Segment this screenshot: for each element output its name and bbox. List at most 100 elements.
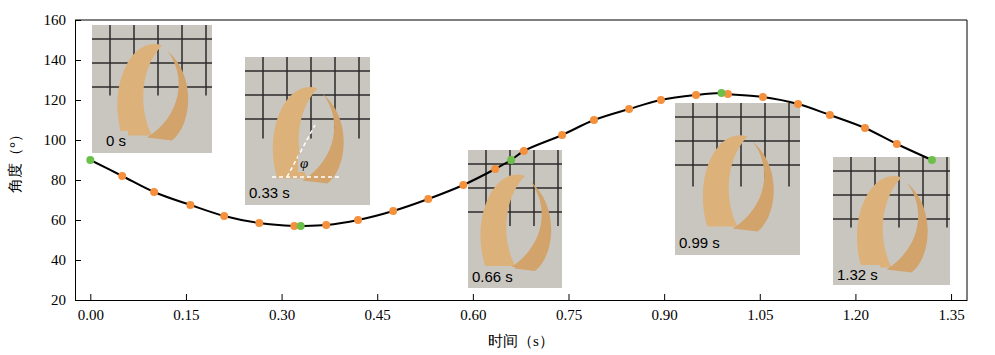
tick-mark [282,294,283,300]
tick-label: 160 [44,12,67,28]
inset-sample [733,142,774,232]
tick: 0.15 [173,294,199,323]
inset-grid [675,116,800,118]
tick-mark [75,140,81,141]
tick-label: 1.05 [747,307,773,323]
inset-sample [887,182,928,272]
point [150,188,158,196]
point [255,219,263,227]
tick: 100 [44,132,82,148]
tick-label: 1.35 [938,307,964,323]
tick-mark [75,100,81,101]
inset-grid [109,25,111,95]
inset-grid [358,57,360,138]
point [322,221,330,229]
inset-sample [857,176,901,267]
tick: 0.00 [78,294,104,323]
tick-mark [75,180,81,181]
tick-label: 80 [51,172,66,188]
tick: 120 [44,92,82,108]
point [491,165,499,173]
tick: 60 [51,212,81,228]
inset-grid [262,57,264,138]
point [186,201,194,209]
tick-label: 60 [51,212,66,228]
point [389,207,397,215]
tick-label: 40 [51,252,66,268]
tick: 160 [44,12,82,28]
tick-label: 0.90 [652,307,678,323]
frame-right [967,20,968,300]
tick-label: 0.45 [365,307,391,323]
point [459,181,467,189]
annotations: 0 s0.33 s0.66 s0.99 s1.32 sφ [104,131,880,286]
point [861,124,869,132]
annotation: φ [300,155,308,171]
annotation: 0 s [106,132,126,149]
inset-background [92,25,212,153]
x-axis-line [76,300,968,301]
inset-grid [310,57,312,138]
inset-sample [703,135,747,226]
annotation-patch [677,233,722,252]
insets [92,25,950,288]
inset-grid [833,194,950,196]
inset-grid [205,25,207,95]
tick-label: 1.20 [843,307,869,323]
tick: 0.30 [269,294,295,323]
tick: 80 [51,172,81,188]
tick: 0.75 [556,294,582,323]
inset-photo [833,157,950,285]
tick: 1.20 [843,294,869,323]
inset-grid [692,103,694,187]
annotation-patch [104,131,128,150]
annotation-patch [835,265,880,284]
inset-background [833,157,950,285]
inset-grid [245,70,370,72]
angle-guide [272,176,340,178]
inset-photo [468,150,562,288]
point [625,105,633,113]
annotation-patch [298,154,310,172]
tick-mark [951,294,952,300]
inset-grid [833,218,950,220]
point [118,172,126,180]
inset-background [245,57,370,205]
y-axis: 20406080100120140160 [44,12,82,308]
tick-label: 0.15 [173,307,199,323]
inset-sample [273,87,317,178]
tick-mark [569,294,570,300]
point [86,156,94,164]
inset-grid [788,103,790,187]
tick-label: 0.30 [269,307,295,323]
tick-label: 0.00 [78,307,104,323]
tick-mark [75,300,81,301]
inset-sample [481,175,525,266]
inset-photo [245,57,370,205]
tick: 140 [44,52,82,68]
annotation: 0.66 s [472,268,513,285]
point [507,156,515,164]
inset-grid [946,157,948,227]
inset-sample [118,44,162,135]
tick-label: 140 [44,52,67,68]
point [826,111,834,119]
point [759,93,767,101]
tick: 1.05 [747,294,773,323]
inset-photo [92,25,212,153]
y-axis-title: 角度（°） [7,127,23,193]
x-axis-title: 时间（s） [488,333,554,349]
inset-grid [675,164,800,166]
tick-label: 0.75 [556,307,582,323]
tick-mark [186,294,187,300]
tick: 0.45 [365,294,391,323]
inset-sample [147,50,188,140]
frame-top [75,20,967,21]
angle-guide [287,125,315,177]
tick-mark [855,294,856,300]
annotation: 1.32 s [837,266,878,283]
tick-mark [75,60,81,61]
tick: 0.60 [460,294,486,323]
tick-mark [377,294,378,300]
point [718,89,726,97]
